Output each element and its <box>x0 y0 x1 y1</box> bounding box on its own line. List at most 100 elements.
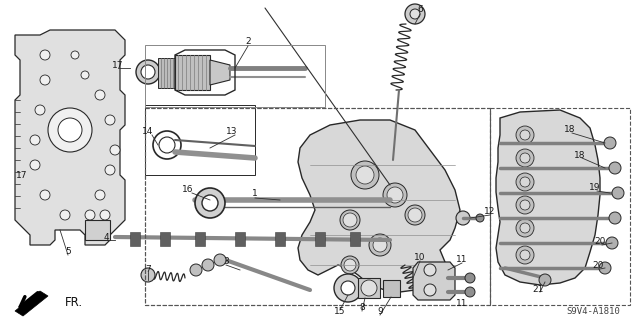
Circle shape <box>516 219 534 237</box>
Circle shape <box>214 254 226 266</box>
Circle shape <box>110 145 120 155</box>
Polygon shape <box>130 232 140 246</box>
Polygon shape <box>496 110 600 285</box>
Circle shape <box>606 237 618 249</box>
Circle shape <box>40 190 50 200</box>
Circle shape <box>71 51 79 59</box>
Circle shape <box>136 60 160 84</box>
Text: 1: 1 <box>252 189 258 198</box>
Text: 6: 6 <box>417 5 423 14</box>
Circle shape <box>424 284 436 296</box>
Circle shape <box>202 195 218 211</box>
Circle shape <box>405 4 425 24</box>
Circle shape <box>356 166 374 184</box>
Polygon shape <box>158 58 175 88</box>
Text: 21: 21 <box>532 286 544 294</box>
Circle shape <box>516 196 534 214</box>
Text: S9V4-A1810: S9V4-A1810 <box>566 308 620 316</box>
Polygon shape <box>275 232 285 246</box>
Text: 14: 14 <box>142 128 154 137</box>
Circle shape <box>520 153 530 163</box>
Text: 18: 18 <box>564 125 576 135</box>
Circle shape <box>95 90 105 100</box>
Circle shape <box>516 149 534 167</box>
Circle shape <box>340 210 360 230</box>
Text: 15: 15 <box>334 308 346 316</box>
Polygon shape <box>413 262 455 300</box>
Text: 12: 12 <box>484 207 496 217</box>
Circle shape <box>202 259 214 271</box>
Circle shape <box>85 210 95 220</box>
Text: FR.: FR. <box>65 296 83 309</box>
Polygon shape <box>298 120 460 292</box>
Circle shape <box>520 130 530 140</box>
Text: 3: 3 <box>223 257 229 266</box>
Circle shape <box>516 126 534 144</box>
Circle shape <box>105 115 115 125</box>
Polygon shape <box>175 55 210 90</box>
Circle shape <box>465 287 475 297</box>
Circle shape <box>520 223 530 233</box>
Circle shape <box>612 187 624 199</box>
Circle shape <box>373 238 387 252</box>
Circle shape <box>35 105 45 115</box>
Bar <box>85 220 110 240</box>
Polygon shape <box>383 280 400 297</box>
Circle shape <box>343 213 357 227</box>
Circle shape <box>516 246 534 264</box>
Bar <box>145 45 325 107</box>
Circle shape <box>520 177 530 187</box>
Circle shape <box>369 234 391 256</box>
Polygon shape <box>358 278 380 298</box>
Text: 17: 17 <box>16 170 28 180</box>
Text: 11: 11 <box>456 256 468 264</box>
Bar <box>490 108 630 305</box>
Circle shape <box>105 165 115 175</box>
Text: 17: 17 <box>112 61 124 70</box>
Circle shape <box>361 280 377 296</box>
Circle shape <box>520 200 530 210</box>
Circle shape <box>30 160 40 170</box>
Circle shape <box>609 162 621 174</box>
Circle shape <box>334 274 362 302</box>
Text: 9: 9 <box>377 308 383 316</box>
Text: 7: 7 <box>145 264 151 273</box>
Bar <box>145 105 255 175</box>
Circle shape <box>387 187 403 203</box>
Circle shape <box>40 75 50 85</box>
Circle shape <box>195 188 225 218</box>
Circle shape <box>520 250 530 260</box>
Circle shape <box>539 274 551 286</box>
Circle shape <box>604 137 616 149</box>
Circle shape <box>383 183 407 207</box>
Circle shape <box>141 268 155 282</box>
Circle shape <box>344 259 356 271</box>
Text: 19: 19 <box>589 183 601 192</box>
Circle shape <box>190 264 202 276</box>
Polygon shape <box>15 30 125 245</box>
Polygon shape <box>195 232 205 246</box>
Text: 10: 10 <box>414 254 426 263</box>
Circle shape <box>405 205 425 225</box>
Polygon shape <box>160 232 170 246</box>
Circle shape <box>100 210 110 220</box>
Circle shape <box>408 208 422 222</box>
Text: 4: 4 <box>103 233 109 241</box>
Circle shape <box>141 65 155 79</box>
Bar <box>145 108 490 305</box>
Polygon shape <box>315 232 325 246</box>
Polygon shape <box>210 60 230 85</box>
Circle shape <box>40 50 50 60</box>
Circle shape <box>456 211 470 225</box>
Text: 20: 20 <box>592 262 604 271</box>
Text: 2: 2 <box>245 38 251 47</box>
Text: 16: 16 <box>182 186 194 195</box>
Circle shape <box>599 262 611 274</box>
Circle shape <box>60 210 70 220</box>
Circle shape <box>351 161 379 189</box>
Text: 11: 11 <box>456 300 468 308</box>
Circle shape <box>424 264 436 276</box>
Circle shape <box>30 135 40 145</box>
Circle shape <box>95 190 105 200</box>
Circle shape <box>476 214 484 222</box>
